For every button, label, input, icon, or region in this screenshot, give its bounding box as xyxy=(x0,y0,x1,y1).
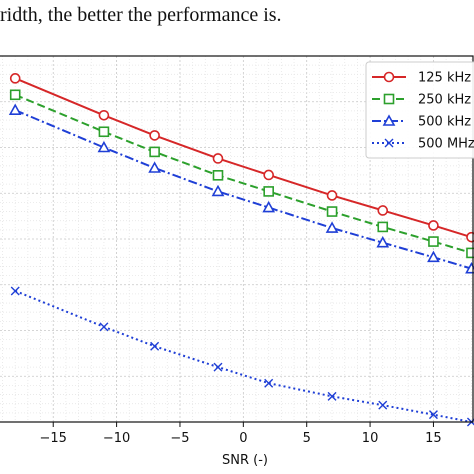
plot-frame xyxy=(0,55,474,423)
legend-marker xyxy=(384,138,394,148)
caption-text: ridth, the better the performance is. xyxy=(0,4,282,26)
data-point xyxy=(9,73,21,84)
data-point xyxy=(263,186,274,197)
data-point xyxy=(427,250,440,263)
data-point xyxy=(264,378,274,388)
data-point xyxy=(377,221,389,233)
legend-entry: 250 kHz xyxy=(372,93,471,108)
series-0 xyxy=(9,73,474,243)
series-line xyxy=(14,109,472,270)
x-tick-label: 5 xyxy=(303,431,311,446)
data-point xyxy=(97,140,111,153)
x-tick-label: −10 xyxy=(103,431,130,446)
legend-marker xyxy=(383,71,395,83)
data-point xyxy=(213,362,223,372)
data-point xyxy=(9,89,21,101)
data-point xyxy=(327,391,337,401)
legend-label: 125 kHz xyxy=(418,71,471,86)
legend-entry: 500 kHz xyxy=(372,114,471,130)
data-point xyxy=(378,400,388,410)
data-point xyxy=(428,236,439,247)
legend-label: 250 kHz xyxy=(418,93,471,108)
x-tick-label: 0 xyxy=(239,431,247,446)
data-point xyxy=(466,247,474,259)
x-tick-label: −15 xyxy=(40,431,67,446)
x-ticks: −15 −10 −5 0 5 10 15 xyxy=(40,422,442,446)
legend-marker xyxy=(382,114,396,126)
data-point xyxy=(8,103,22,115)
data-point xyxy=(212,153,224,164)
data-point xyxy=(428,410,438,420)
series-2 xyxy=(8,103,474,274)
data-point xyxy=(376,236,390,248)
x-tick-label: −5 xyxy=(170,431,189,446)
data-point xyxy=(99,322,109,332)
x-axis-title: SNR (-) xyxy=(222,453,268,468)
data-point xyxy=(98,126,110,138)
data-point xyxy=(150,341,160,351)
legend: 125 kHz 250 kHz 500 kHz 500 MHz xyxy=(365,61,474,159)
data-point xyxy=(10,286,20,296)
data-point xyxy=(428,220,439,231)
data-point xyxy=(211,184,225,197)
legend-label: 500 MHz xyxy=(418,137,474,152)
x-tick-label: 15 xyxy=(425,431,442,446)
legend-entry: 125 kHz xyxy=(372,71,471,86)
x-tick-label: 10 xyxy=(362,431,379,446)
data-point xyxy=(212,170,224,181)
data-point xyxy=(377,205,389,216)
data-point xyxy=(262,200,276,213)
data-point xyxy=(98,109,110,121)
data-point xyxy=(263,169,274,181)
series-3 xyxy=(10,286,474,427)
data-point xyxy=(326,190,338,201)
data-point xyxy=(149,130,160,141)
series-1 xyxy=(9,89,474,259)
series-line xyxy=(14,290,472,423)
legend-marker xyxy=(383,93,395,105)
data-point xyxy=(325,221,339,233)
data-point xyxy=(326,206,338,217)
data-point xyxy=(148,161,161,173)
data-point xyxy=(466,231,474,243)
data-point xyxy=(149,146,160,158)
legend-label: 500 kHz xyxy=(418,115,471,130)
legend-entry: 500 MHz xyxy=(372,137,474,152)
legend-box xyxy=(365,61,474,159)
